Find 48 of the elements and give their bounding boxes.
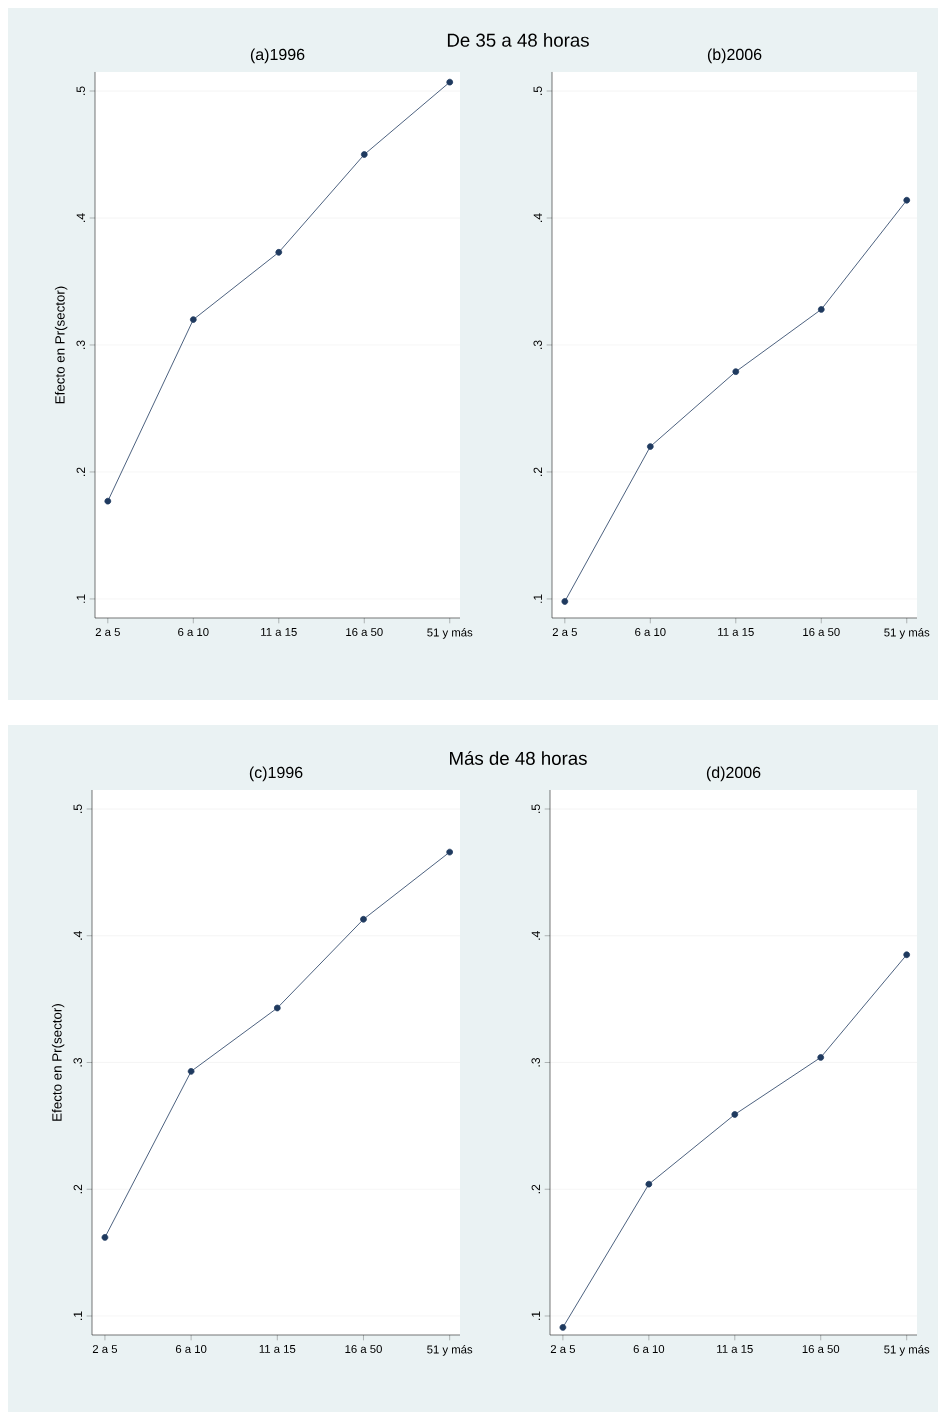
x-tick-label: 11 a 15 xyxy=(717,1345,753,1353)
y-tick-label: .2 xyxy=(76,467,85,476)
y-tick-label: .5 xyxy=(531,804,540,813)
y-tick-label: .4 xyxy=(533,213,542,222)
y-tick-label: .2 xyxy=(531,1184,540,1194)
y-tick-label: .1 xyxy=(76,594,85,603)
x-tick-label: 6 a 10 xyxy=(633,1345,665,1354)
x-tick-label: 51 y más xyxy=(427,1345,473,1356)
x-tick-label: 6 a 10 xyxy=(635,628,666,637)
y-tick-label: .4 xyxy=(531,931,540,940)
chart-title: (a)1996 xyxy=(250,48,305,64)
chart-title: (d)2006 xyxy=(706,766,761,782)
y-axis-title: Efecto en Pr(sector) xyxy=(54,286,68,404)
x-tick-label: 51 y más xyxy=(427,628,473,639)
y-tick-label: .1 xyxy=(533,594,542,603)
y-tick-label: .4 xyxy=(76,213,85,222)
x-tick-label: 11 a 15 xyxy=(261,628,297,636)
chart-title: (c)1996 xyxy=(249,766,303,782)
y-tick-label: .3 xyxy=(76,340,85,349)
y-tick-label: .5 xyxy=(76,86,85,95)
x-tick-label: 2 a 5 xyxy=(95,628,120,637)
y-tick-label: .4 xyxy=(73,931,82,940)
y-tick-label: .1 xyxy=(531,1311,540,1320)
y-tick-label: .3 xyxy=(531,1058,540,1067)
text: De 35 a 48 horas xyxy=(447,33,589,47)
x-tick-label: 11 a 15 xyxy=(718,628,754,636)
x-tick-label: 16 a 50 xyxy=(345,1345,382,1354)
y-tick-label: .2 xyxy=(73,1184,82,1194)
y-tick-label: .3 xyxy=(533,340,542,349)
y-tick-label: .3 xyxy=(73,1058,82,1067)
y-tick-label: .5 xyxy=(73,804,82,813)
y-tick-label: .2 xyxy=(533,467,542,476)
x-tick-label: 6 a 10 xyxy=(175,1345,207,1354)
x-tick-label: 2 a 5 xyxy=(92,1345,118,1354)
y-tick-label: .1 xyxy=(73,1311,82,1320)
x-tick-label: 16 a 50 xyxy=(803,628,840,637)
y-tick-label: .5 xyxy=(533,86,542,95)
x-tick-label: 11 a 15 xyxy=(259,1345,296,1353)
x-tick-label: 51 y más xyxy=(884,1345,930,1356)
text: Más de 48 horas xyxy=(450,751,587,765)
x-tick-label: 6 a 10 xyxy=(178,628,209,637)
chart-title: (b)2006 xyxy=(707,48,762,64)
x-tick-label: 2 a 5 xyxy=(552,628,577,637)
x-tick-label: 16 a 50 xyxy=(346,628,383,637)
x-tick-label: 51 y más xyxy=(884,628,930,639)
x-tick-label: 16 a 50 xyxy=(802,1345,840,1354)
x-tick-label: 2 a 5 xyxy=(550,1345,576,1354)
y-axis-title: Efecto en Pr(sector) xyxy=(51,1004,65,1121)
